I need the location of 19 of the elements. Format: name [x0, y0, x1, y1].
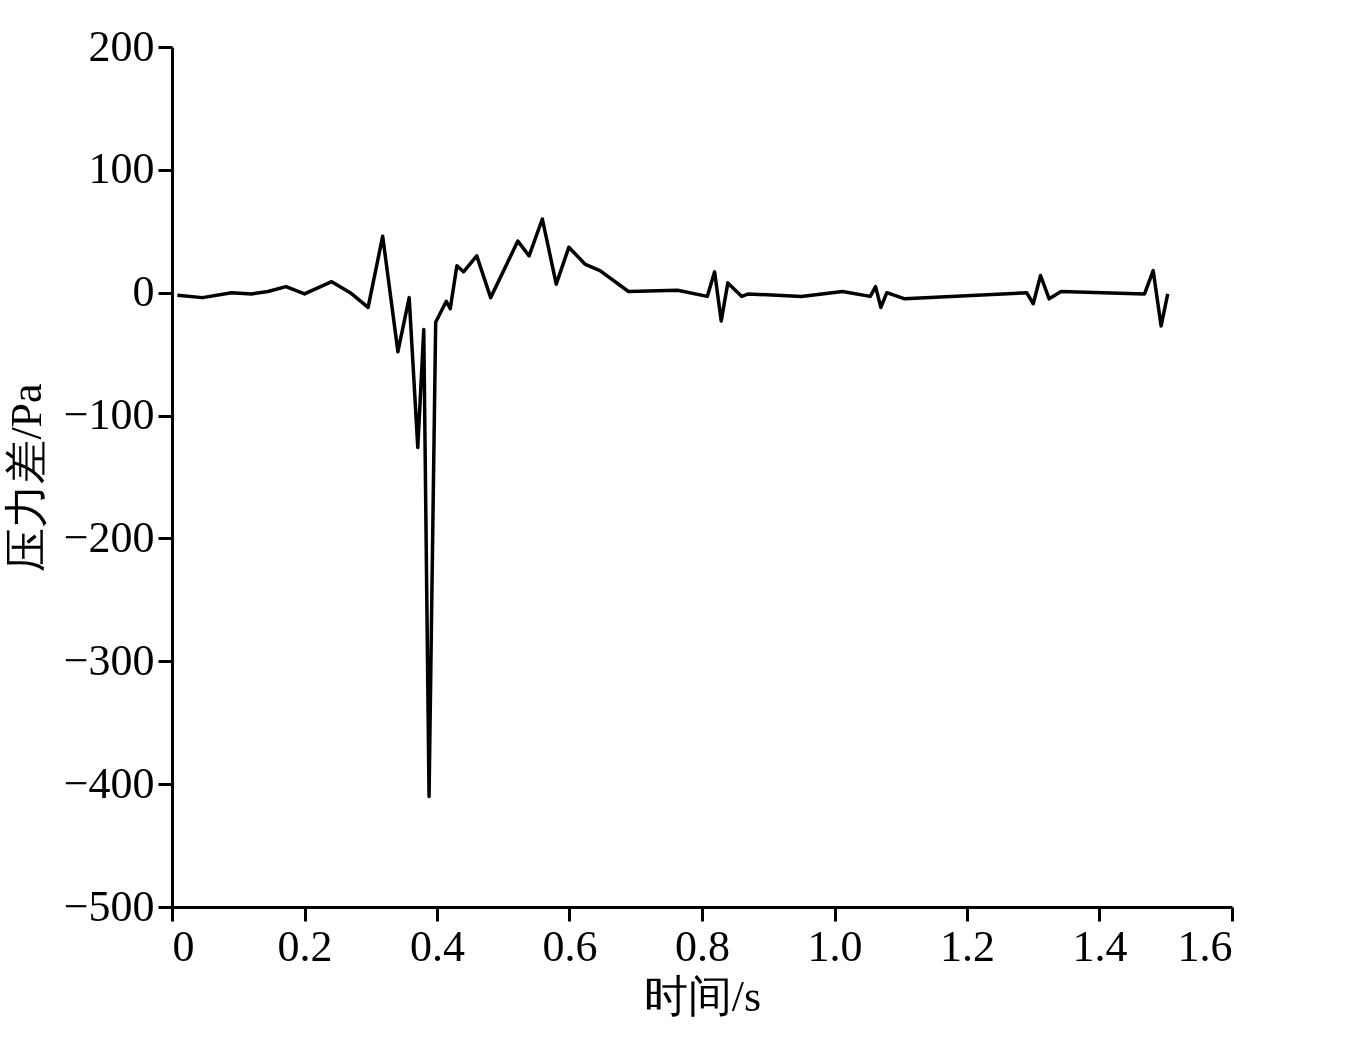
x-tick-label: 0 — [172, 921, 195, 971]
x-tick-label: 0.6 — [542, 921, 598, 971]
x-tick-label: 1.4 — [1072, 921, 1128, 971]
y-tick-label: 100 — [88, 144, 155, 194]
x-axis-title: 时间/s — [643, 971, 762, 1021]
y-tick-label: −200 — [63, 512, 155, 562]
y-tick-label: −500 — [63, 881, 155, 931]
y-tick-label: 0 — [132, 267, 155, 317]
x-tick-label: 1.0 — [807, 921, 863, 971]
x-tick-label: 1.2 — [940, 921, 995, 971]
x-tick-label: 0.4 — [410, 921, 465, 971]
x-tick-label: 0.2 — [277, 921, 333, 971]
y-tick-label: −100 — [63, 390, 155, 440]
x-tick-label: 0.8 — [675, 921, 730, 971]
y-tick-label: −300 — [63, 635, 155, 685]
y-tick-label: −400 — [63, 758, 155, 808]
x-tick-label: 1.6 — [1177, 921, 1233, 971]
y-tick-label: 200 — [88, 21, 155, 71]
y-axis-title: 压力差/Pa — [1, 383, 51, 572]
